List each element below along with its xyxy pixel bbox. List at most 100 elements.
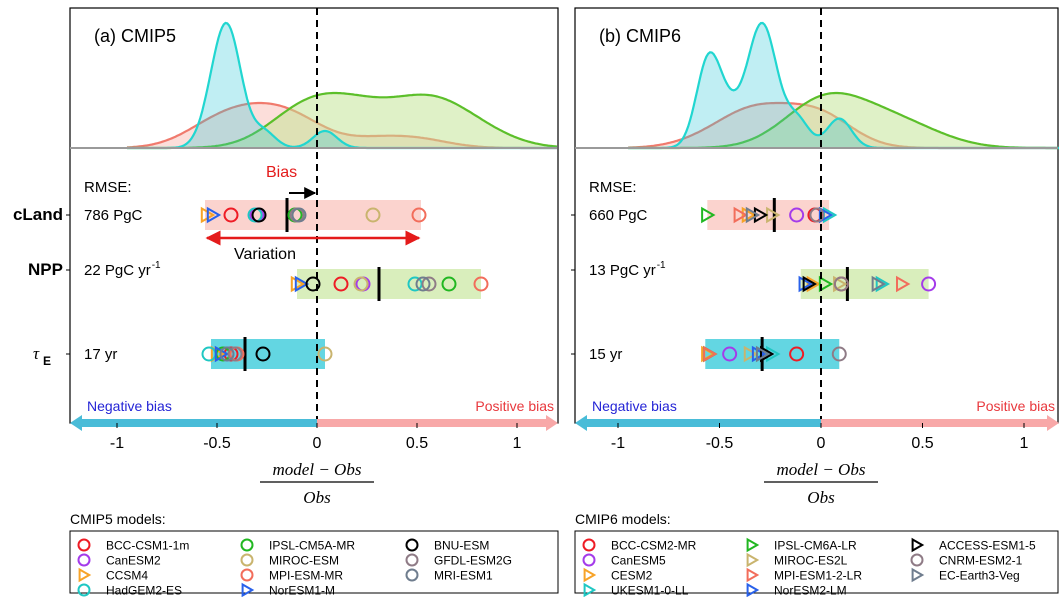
point-NPP-BNU-ESM [305, 276, 321, 292]
variation-label: Variation [234, 246, 296, 263]
point-τE-NorESM2-LM [751, 345, 767, 363]
point-NPP-NorESM1-M [294, 275, 310, 293]
negative-bias-arrowhead [70, 415, 82, 431]
point-τE-MRI-ESM1 [219, 346, 235, 362]
point-NPP-NorESM2-LM [798, 275, 813, 293]
positive-bias-arrowhead [546, 415, 558, 431]
positive-bias-bar [317, 419, 546, 427]
x-tick-label: -0.5 [706, 435, 734, 452]
legend-marker-CNRM-ESM2-1 [910, 553, 924, 567]
point-NPP-UKESM1-0-LL [875, 275, 891, 293]
legend-title: CMIP6 models: [575, 511, 671, 527]
legend-marker-CESM2 [583, 567, 597, 583]
legend-label-CanESM2: CanESM2 [106, 554, 161, 568]
point-cLand-EC-Earth3-Veg [745, 206, 761, 224]
legend-label-CanESM5: CanESM5 [611, 554, 666, 568]
legend-label-CNRM-ESM2-1: CNRM-ESM2-1 [939, 554, 1023, 568]
point-τE-BNU-ESM [255, 346, 271, 362]
legend-marker-BCC-CSM2-MR [582, 538, 596, 552]
density-fill-cLand [127, 103, 557, 148]
point-τE-BCC-CSM2-MR [789, 346, 805, 362]
legend-box [574, 530, 1059, 594]
positive-bias-label: Positive bias [475, 398, 554, 414]
xlabel-denominator: Obs [807, 488, 835, 507]
positive-bias-bar [821, 419, 1047, 427]
density-fill-τE [628, 23, 1059, 148]
legend-label-IPSL-CM6A-LR: IPSL-CM6A-LR [774, 539, 857, 553]
density-fill-τE [127, 23, 557, 148]
negative-bias-label: Negative bias [592, 398, 677, 414]
legend-marker-NorESM2-LM [746, 582, 760, 597]
point-NPP-MPI-ESM-MR [473, 276, 489, 292]
legend-label-HadGEM2-ES: HadGEM2-ES [106, 584, 182, 597]
legend-marker-CanESM5 [582, 553, 596, 567]
point-cLand-ACCESS-ESM1-5 [753, 206, 769, 224]
legend-marker-ACCESS-ESM1-5 [911, 537, 925, 553]
point-τE-ACCESS-ESM1-5 [759, 345, 775, 363]
rmse-value-NPP: 22 PgC yr [84, 262, 151, 279]
point-τE-MIROC-ES2L [743, 345, 759, 363]
legend-label-GFDL-ESM2G: GFDL-ESM2G [434, 554, 512, 568]
x-tick-label: 0.5 [406, 435, 428, 452]
point-NPP-MIROC-ESM [353, 276, 369, 292]
rmse-value-cLand: 660 PgC [589, 207, 648, 224]
point-τE-CNRM-ESM2-1 [831, 346, 847, 362]
legend-marker-MIROC-ESM [240, 553, 254, 567]
legend-label-NorESM1-M: NorESM1-M [269, 584, 335, 597]
rmse-value-NPP: 13 PgC yr [589, 262, 656, 279]
x-tick-label: -1 [110, 435, 124, 452]
negative-bias-arrowhead [575, 415, 587, 431]
legend-box [69, 530, 559, 594]
point-NPP-ACCESS-ESM1-5 [802, 275, 818, 293]
x-tick-label: -0.5 [203, 435, 231, 452]
point-cLand-CESM2 [741, 206, 757, 224]
rmse-value-τE: 17 yr [84, 346, 117, 363]
panel-title: (a) CMIP5 [94, 26, 176, 46]
row-name-tau: τ [33, 344, 40, 363]
panel-title: (b) CMIP6 [599, 26, 681, 46]
legend-label-UKESM1-0-LL: UKESM1-0-LL [611, 584, 689, 597]
point-cLand-NorESM2-LM [818, 206, 834, 224]
legend-label-ACCESS-ESM1-5: ACCESS-ESM1-5 [939, 539, 1036, 553]
rmse-value-cLand: 786 PgC [84, 207, 143, 224]
legend-label-BCC-CSM2-MR: BCC-CSM2-MR [611, 539, 697, 553]
positive-bias-arrowhead [1047, 415, 1059, 431]
legend-marker-BCC-CSM1-1m [77, 538, 91, 552]
point-cLand-MPI-ESM-MR [411, 207, 427, 223]
legend-label-BCC-CSM1-1m: BCC-CSM1-1m [106, 539, 189, 553]
legend-title: CMIP5 models: [70, 511, 166, 527]
legend-label-MPI-ESM-MR: MPI-ESM-MR [269, 569, 343, 583]
legend-marker-NorESM1-M [241, 582, 255, 597]
point-cLand-NorESM1-M [206, 206, 222, 224]
xlabel-numerator: model − Obs [777, 460, 866, 479]
range-band-NPP [297, 269, 481, 299]
negative-bias-bar [583, 419, 821, 427]
legend-marker-CanESM2 [77, 553, 91, 567]
legend-marker-MIROC-ES2L [746, 552, 760, 568]
point-τE-CanESM5 [722, 346, 738, 362]
point-cLand-BCC-CSM1-1m [223, 207, 239, 223]
rmse-sup-NPP: -1 [152, 260, 161, 271]
legend-marker-MPI-ESM-MR [240, 568, 254, 582]
x-tick-label: 1 [513, 435, 522, 452]
legend-marker-CCSM4 [78, 567, 92, 583]
point-NPP-IPSL-CM5A-MR [441, 276, 457, 292]
range-band-cLand [205, 200, 421, 230]
legend-marker-IPSL-CM6A-LR [746, 537, 760, 553]
legend-label-CCSM4: CCSM4 [106, 569, 148, 583]
point-cLand-IPSL-CM6A-LR [701, 206, 716, 224]
x-tick-label: -1 [611, 435, 625, 452]
point-cLand-CNRM-ESM2-1 [809, 207, 825, 223]
x-tick-label: 0 [817, 435, 826, 452]
legend-marker-MPI-ESM1-2-LR [746, 567, 760, 583]
density-fill-NPP [127, 93, 557, 148]
point-NPP-EC-Earth3-Veg [871, 275, 887, 293]
legend-label-MRI-ESM1: MRI-ESM1 [434, 569, 493, 583]
point-τE-CESM2 [701, 345, 716, 363]
point-NPP-GFDL-ESM2G [421, 276, 437, 292]
xlabel-denominator: Obs [303, 488, 331, 507]
positive-bias-label: Positive bias [976, 398, 1055, 414]
